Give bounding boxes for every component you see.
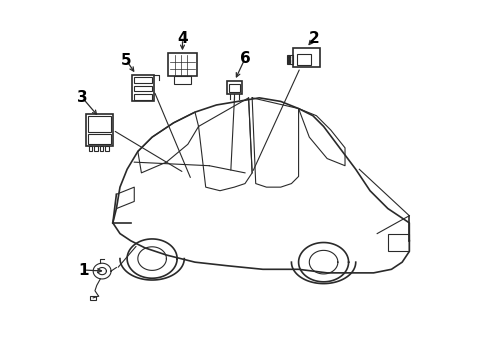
Bar [287,55,293,64]
Text: 3: 3 [77,90,88,105]
Bar [134,86,152,91]
Bar [89,146,93,152]
Bar [134,94,152,100]
Bar [99,146,103,152]
Bar [88,134,111,144]
Bar [90,296,96,300]
Bar [105,146,109,152]
Text: 1: 1 [78,262,89,278]
Bar [132,75,154,102]
Text: 2: 2 [309,31,319,46]
Bar [86,114,113,146]
Bar [88,116,111,132]
Text: 6: 6 [240,51,250,66]
Bar [168,53,197,76]
Bar [293,48,320,67]
Bar [388,234,409,251]
Bar [94,146,98,152]
Bar [134,77,152,83]
Bar [227,81,242,94]
Bar [297,54,311,64]
Text: 4: 4 [177,31,188,46]
Bar [229,84,241,93]
Text: 5: 5 [121,53,132,68]
Bar [173,76,192,84]
